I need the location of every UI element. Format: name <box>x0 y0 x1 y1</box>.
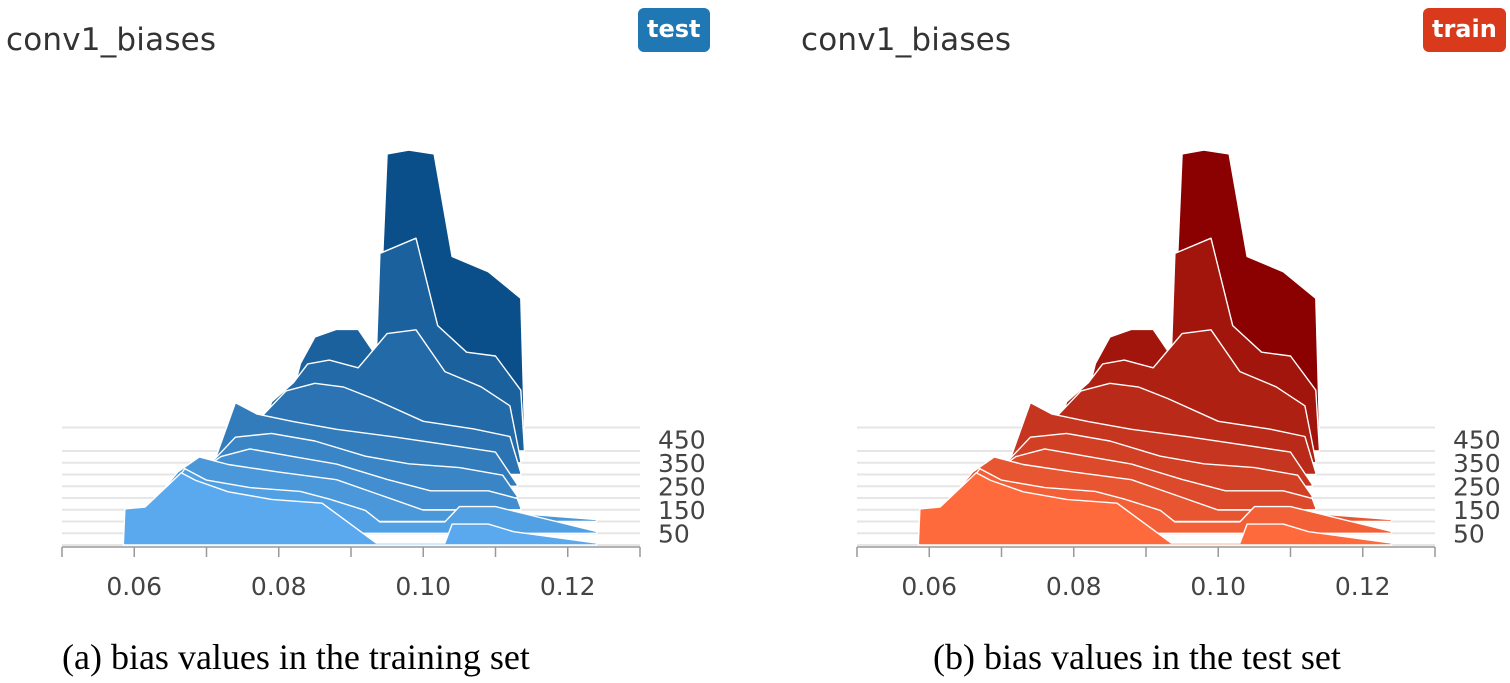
x-tick-label: 0.12 <box>540 572 596 601</box>
step-label: 350 <box>1453 449 1501 478</box>
step-label: 350 <box>658 449 706 478</box>
histogram-slice-step-0[interactable] <box>917 472 1393 546</box>
x-tick-label: 0.08 <box>1046 572 1102 601</box>
panel-test-set: conv1_biases train 0.06 0.08 0.10 0.12 50 150… <box>795 0 1510 683</box>
histogram-slice-step-0[interactable] <box>122 472 598 546</box>
x-tick-label: 0.06 <box>106 572 162 601</box>
step-label: 450 <box>1453 425 1501 454</box>
figure-caption: (b) bias values in the test set <box>933 637 1341 677</box>
step-label: 150 <box>658 496 706 525</box>
run-badge-train[interactable]: train <box>1423 8 1506 52</box>
panel-title: conv1_biases <box>6 22 217 58</box>
x-tick-label: 0.10 <box>1190 572 1246 601</box>
figure-caption: (a) bias values in the training set <box>62 637 530 677</box>
step-label: 50 <box>658 519 690 548</box>
x-tick-label: 0.08 <box>251 572 307 601</box>
run-badge-test[interactable]: test <box>638 8 710 52</box>
step-label: 150 <box>1453 496 1501 525</box>
x-tick-label: 0.12 <box>1335 572 1391 601</box>
step-label: 450 <box>658 425 706 454</box>
panel-training-set: conv1_biases test 0.06 0.08 0.10 0.12 50 150 2… <box>6 8 710 677</box>
x-tick-label: 0.06 <box>901 572 957 601</box>
step-label: 50 <box>1453 519 1485 548</box>
step-label: 250 <box>658 472 706 501</box>
x-tick-label: 0.10 <box>395 572 451 601</box>
panel-title: conv1_biases <box>801 22 1012 58</box>
step-label: 250 <box>1453 472 1501 501</box>
